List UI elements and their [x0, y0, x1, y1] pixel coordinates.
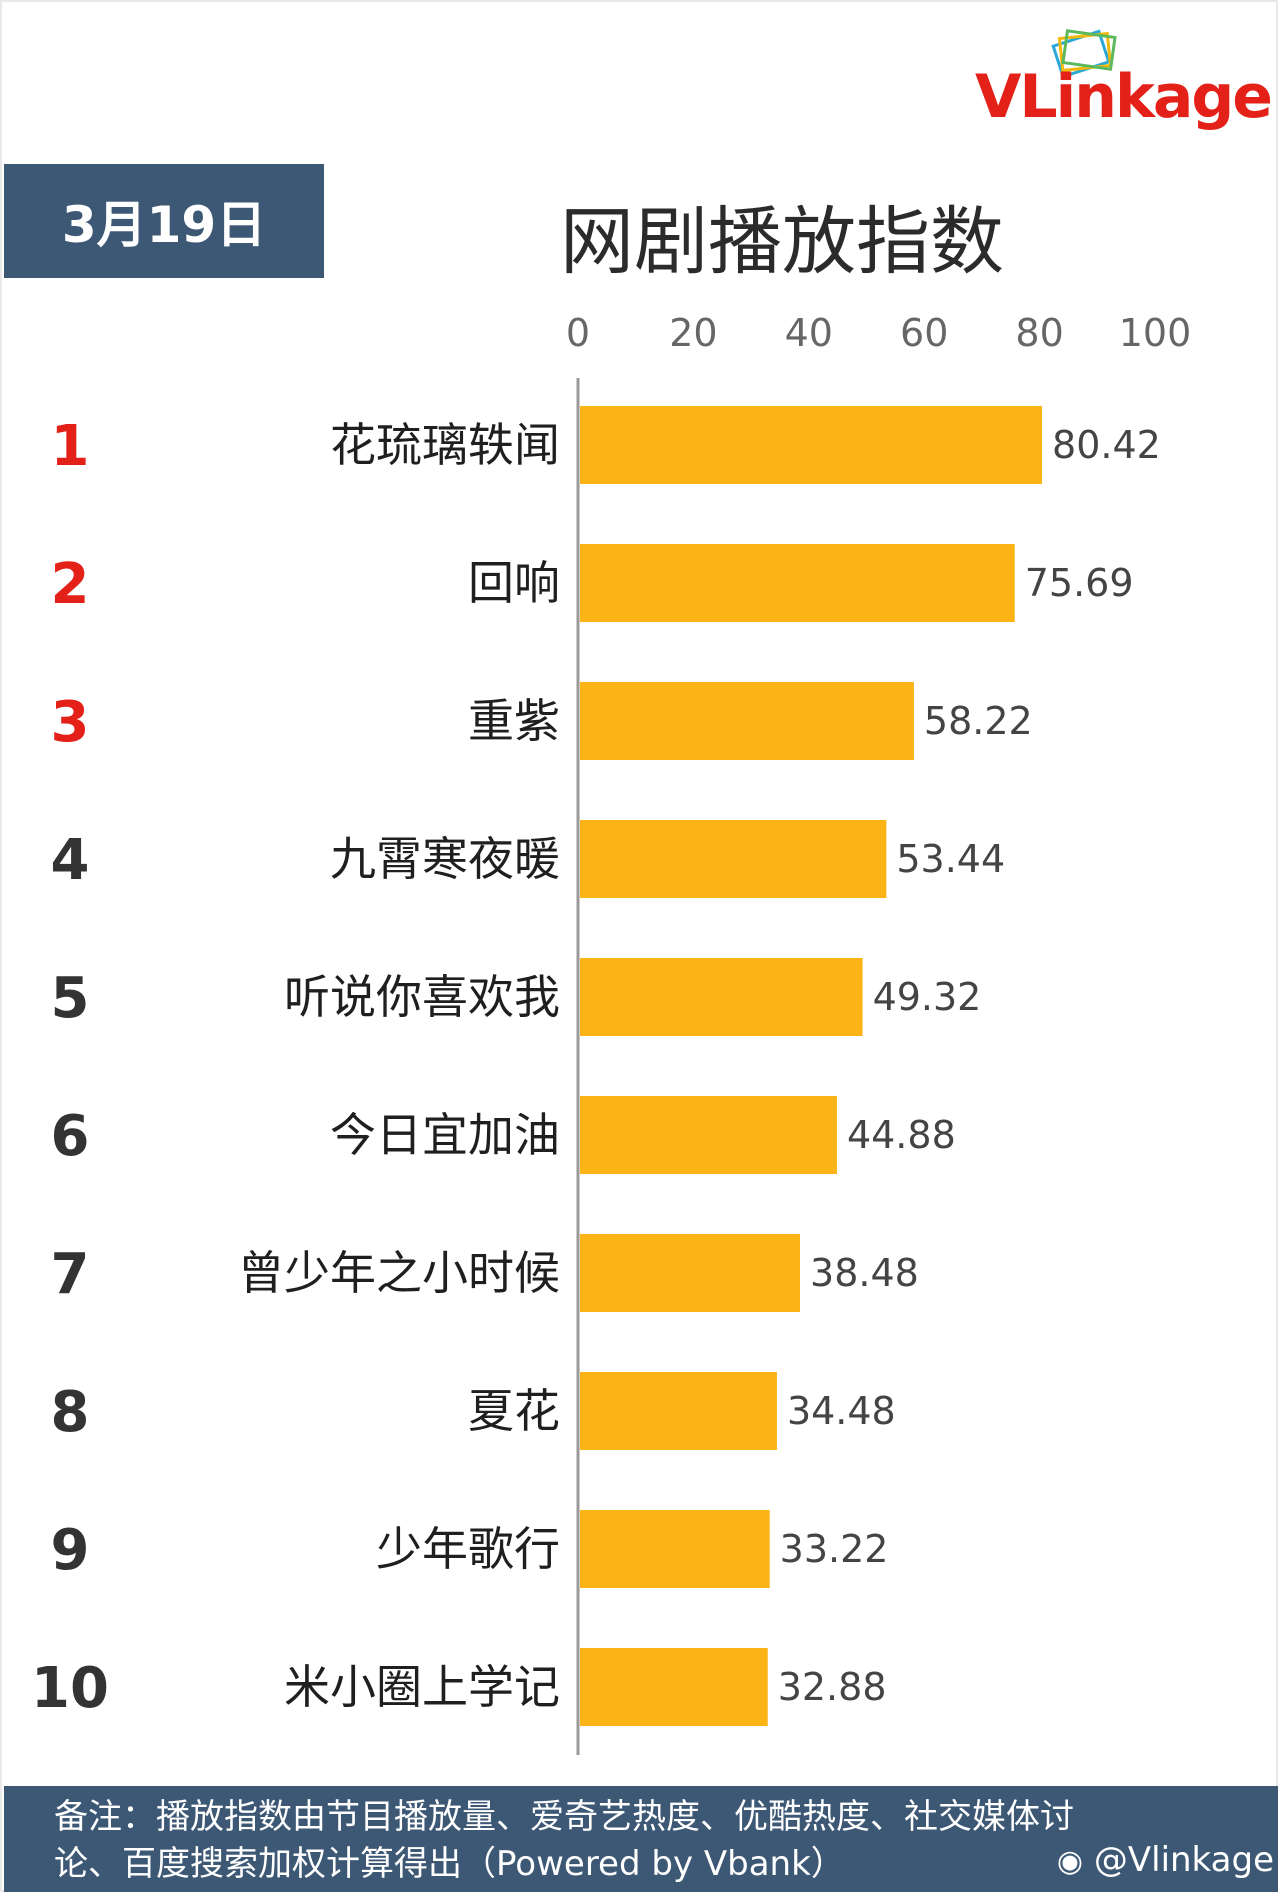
category-label: 少年歌行 — [376, 1522, 560, 1576]
category-label: 今日宜加油 — [330, 1108, 560, 1162]
bar-row: 5 听说你喜欢我 49.32 — [51, 958, 982, 1036]
bar-row: 4 九霄寒夜暖 53.44 — [51, 820, 1005, 898]
data-label: 58.22 — [924, 699, 1033, 743]
bar — [580, 406, 1043, 484]
data-label: 53.44 — [896, 837, 1005, 881]
bar-row: 6 今日宜加油 44.88 — [51, 1096, 956, 1174]
rank-label: 5 — [51, 966, 90, 1031]
bar — [580, 1372, 777, 1450]
chart-title: 网剧播放指数 — [560, 199, 1004, 285]
logo-text: VLinkage — [975, 62, 1273, 132]
category-label: 夏花 — [468, 1384, 560, 1438]
bar-row: 2 回响 75.69 — [51, 544, 1134, 622]
rank-label: 4 — [51, 828, 90, 893]
rank-label: 9 — [51, 1518, 90, 1583]
bar-row: 9 少年歌行 33.22 — [51, 1510, 889, 1588]
bar — [580, 682, 914, 760]
vlinkage-logo: VLinkage — [975, 24, 1273, 144]
x-tick-label: 0 — [566, 311, 590, 355]
weibo-icon: ◉ — [1056, 1844, 1084, 1879]
data-label: 34.48 — [787, 1389, 896, 1433]
bar-rows: 1 花琉璃轶闻 80.42 2 回响 75.69 3 重紫 58.22 4 九霄寒夜暖 53.44 5 听… — [31, 406, 1161, 1726]
bar-row: 8 夏花 34.48 — [51, 1372, 896, 1450]
x-tick-label: 60 — [900, 311, 948, 355]
date-badge: 3月19日 — [4, 164, 324, 278]
data-label: 75.69 — [1025, 561, 1134, 605]
bar-chart: 0 20 40 60 80 100 1 花琉璃轶闻 80.42 2 回响 75.69 3 重紫 58.22… — [31, 311, 1191, 1755]
category-label: 听说你喜欢我 — [284, 970, 560, 1024]
category-label: 回响 — [468, 556, 560, 610]
bar-row: 3 重紫 58.22 — [51, 682, 1033, 760]
logo-cards-icon — [1051, 29, 1117, 79]
rank-label: 7 — [51, 1242, 90, 1307]
x-axis-ticks: 0 20 40 60 80 100 — [566, 311, 1191, 355]
data-label: 32.88 — [778, 1665, 887, 1709]
data-label: 33.22 — [780, 1527, 889, 1571]
weibo-watermark: ◉ @Vlinkage — [1057, 1840, 1274, 1880]
category-label: 重紫 — [468, 694, 560, 748]
bar-row: 10 米小圈上学记 32.88 — [31, 1648, 887, 1726]
rank-label: 8 — [51, 1380, 90, 1445]
bar — [580, 1234, 801, 1312]
bar — [580, 1096, 837, 1174]
x-tick-label: 100 — [1119, 311, 1192, 355]
rank-label: 2 — [51, 552, 90, 617]
bar — [580, 544, 1015, 622]
category-label: 米小圈上学记 — [284, 1660, 560, 1714]
category-label: 九霄寒夜暖 — [330, 832, 560, 886]
category-label: 花琉璃轶闻 — [330, 418, 560, 472]
footer-note-line-2: 论、百度搜索加权计算得出（Powered by Vbank） — [54, 1844, 845, 1884]
footer-note: 备注：播放指数由节目播放量、爱奇艺热度、优酷热度、社交媒体讨 论、百度搜索加权计… — [4, 1786, 1278, 1892]
x-tick-label: 80 — [1015, 311, 1063, 355]
footer-note-line-1: 备注：播放指数由节目播放量、爱奇艺热度、优酷热度、社交媒体讨 — [54, 1797, 1074, 1837]
bar — [580, 1648, 768, 1726]
bar — [580, 958, 863, 1036]
rank-label: 10 — [31, 1656, 109, 1721]
bar-row: 1 花琉璃轶闻 80.42 — [51, 406, 1161, 484]
bar — [580, 1510, 770, 1588]
rank-label: 3 — [51, 690, 90, 755]
data-label: 44.88 — [847, 1113, 956, 1157]
category-label: 曾少年之小时候 — [238, 1246, 560, 1300]
data-label: 80.42 — [1052, 423, 1161, 467]
watermark-text: @Vlinkage — [1093, 1840, 1274, 1880]
x-tick-label: 40 — [785, 311, 833, 355]
rank-label: 6 — [51, 1104, 90, 1169]
bar-row: 7 曾少年之小时候 38.48 — [51, 1234, 919, 1312]
x-tick-label: 20 — [669, 311, 717, 355]
bar — [580, 820, 887, 898]
data-label: 38.48 — [810, 1251, 919, 1295]
rank-label: 1 — [51, 414, 90, 479]
data-label: 49.32 — [873, 975, 982, 1019]
